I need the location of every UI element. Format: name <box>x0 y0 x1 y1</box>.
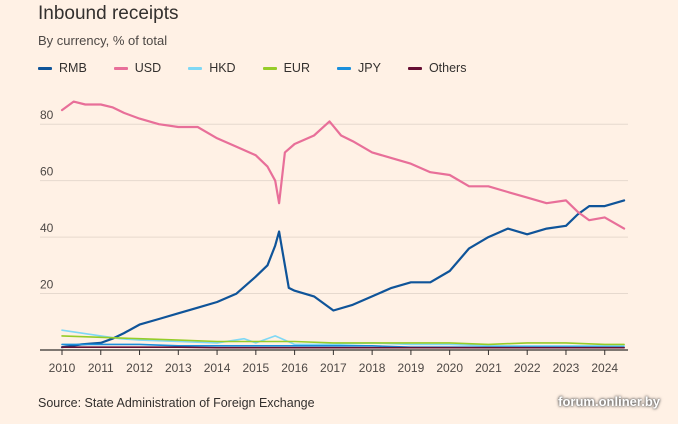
watermark: forum.onliner.by <box>558 394 660 409</box>
legend-item-hkd: HKD <box>188 61 236 75</box>
chart-title: Inbound receipts <box>38 3 179 24</box>
x-tick-label-2018: 2018 <box>359 361 386 375</box>
legend-swatch-hkd <box>188 66 203 70</box>
legend-label-rmb: RMB <box>59 61 87 75</box>
legend-item-rmb: RMB <box>38 61 87 75</box>
y-tick-label-60: 60 <box>40 165 54 179</box>
x-tick-label-2017: 2017 <box>320 361 347 375</box>
x-tick-label-2020: 2020 <box>436 361 463 375</box>
legend-label-jpy: JPY <box>358 61 381 75</box>
legend-swatch-usd <box>113 66 128 70</box>
x-tick-label-2011: 2011 <box>88 361 114 375</box>
x-tick-label-2021: 2021 <box>475 361 502 375</box>
x-tick-label-2016: 2016 <box>281 361 308 375</box>
x-tick-label-2015: 2015 <box>242 361 269 375</box>
series-line-others <box>61 346 625 349</box>
x-tick-label-2022: 2022 <box>514 361 541 375</box>
legend-item-jpy: JPY <box>337 61 381 75</box>
x-tick-label-2024: 2024 <box>591 361 618 375</box>
legend-swatch-eur <box>262 66 277 70</box>
chart-legend: RMB USD HKD EUR JPY Others <box>38 60 493 76</box>
legend-item-others: Others <box>407 61 467 75</box>
legend-label-usd: USD <box>134 61 162 75</box>
source-note: Source: State Administration of Foreign … <box>38 396 315 410</box>
x-tick-label-2014: 2014 <box>204 361 231 375</box>
x-tick-label-2019: 2019 <box>398 361 425 375</box>
legend-label-hkd: HKD <box>209 61 236 75</box>
series-line-rmb <box>60 199 626 349</box>
legend-swatch-others <box>407 66 422 70</box>
chart-subtitle: By currency, % of total <box>38 33 168 48</box>
legend-swatch-rmb <box>38 66 52 70</box>
x-tick-label-2010: 2010 <box>49 361 76 375</box>
legend-swatch-jpy <box>337 66 351 70</box>
series-line-usd <box>60 100 626 230</box>
y-tick-label-80: 80 <box>40 108 54 122</box>
series-line-eur <box>61 335 625 346</box>
legend-item-usd: USD <box>113 61 162 75</box>
legend-label-others: Others <box>428 61 467 75</box>
y-tick-label-20: 20 <box>40 278 54 292</box>
y-tick-label-40: 40 <box>40 221 54 235</box>
x-tick-label-2023: 2023 <box>553 361 580 375</box>
legend-label-eur: EUR <box>283 61 310 75</box>
x-tick-label-2012: 2012 <box>126 361 153 375</box>
series-line-hkd <box>61 329 625 347</box>
legend-item-eur: EUR <box>262 61 310 75</box>
x-tick-label-2013: 2013 <box>165 361 192 375</box>
